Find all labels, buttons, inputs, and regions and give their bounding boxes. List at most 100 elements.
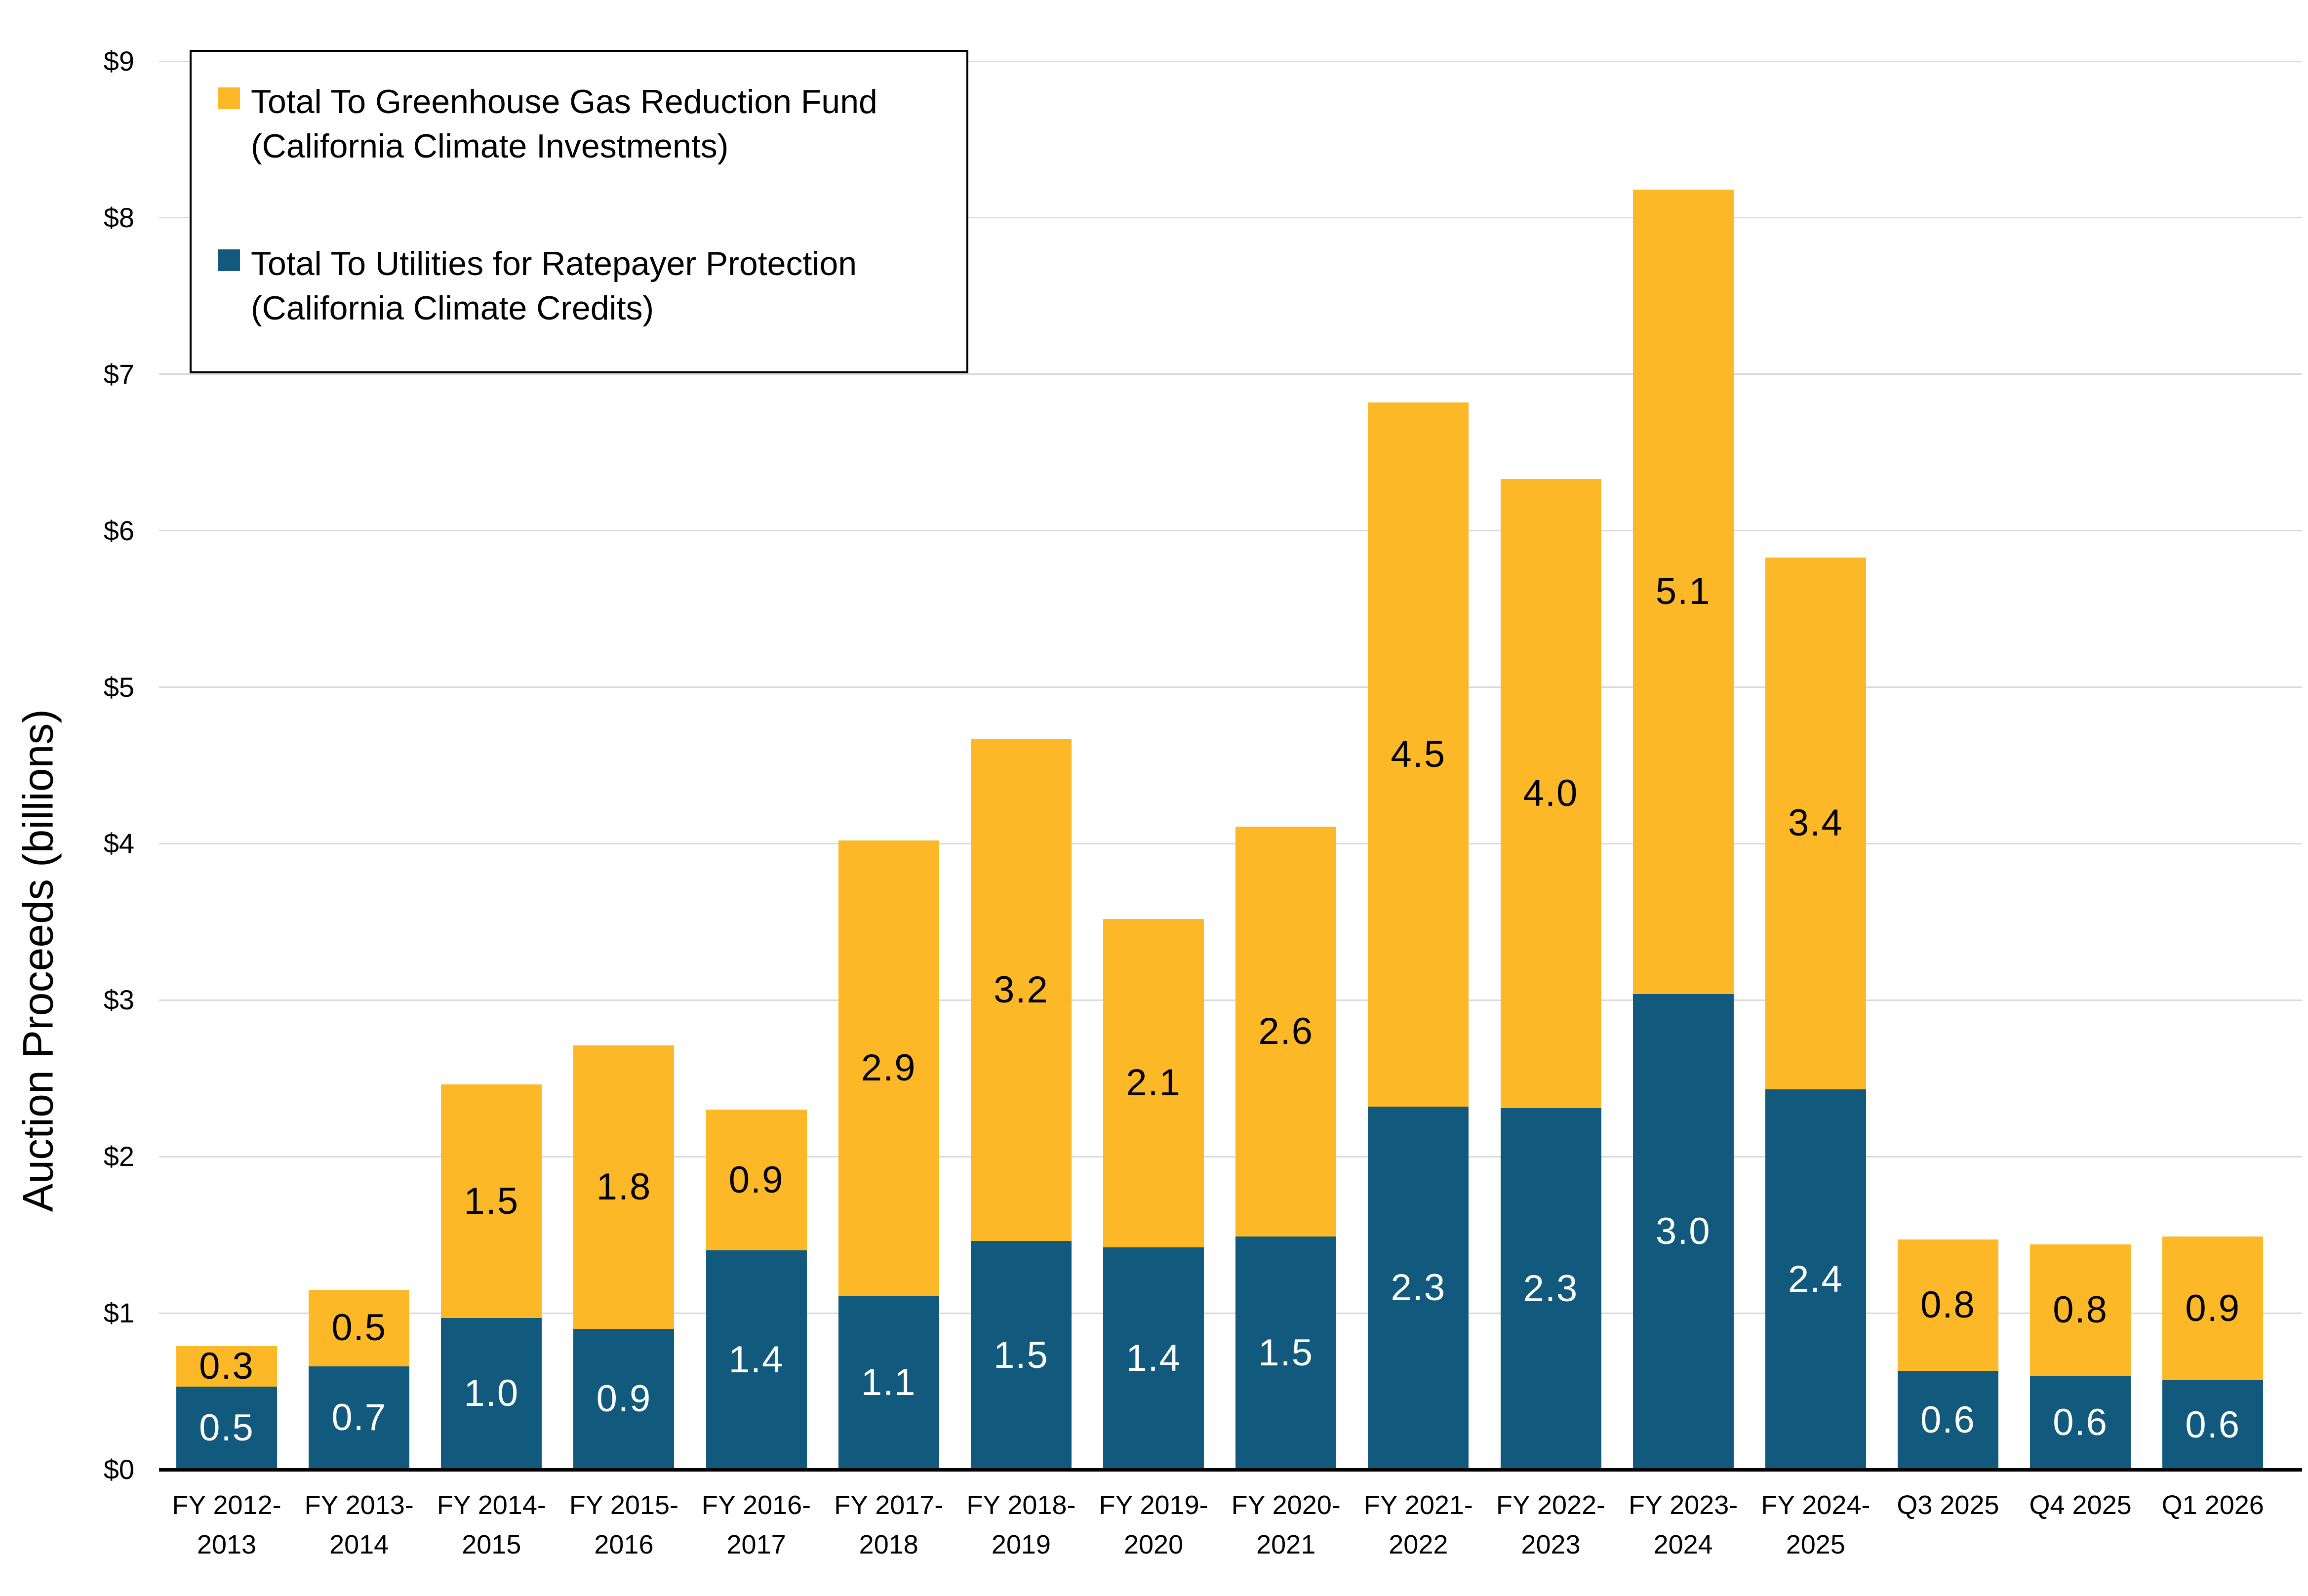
data-label-ggrf-fy-2012-2013: 0.3 [199,1345,254,1387]
plot-area: 0.5 0.3 0.7 0.5 1.0 1.5 0.9 1.8 1.4 0.9 1.1 2.9 1.5 3… [159,60,2302,1472]
data-label-ggrf-fy-2023-2024: 5.1 [1655,570,1711,613]
gridline-6 [159,530,2302,532]
segment-ggrf-fy-2019-2020: 2.1 [1103,918,1204,1248]
segment-utilities-q1-2026: 0.6 [2162,1380,2264,1470]
data-label-ggrf-fy-2020-2021: 2.6 [1258,1010,1314,1052]
segment-ggrf-fy-2023-2024: 5.1 [1632,189,1734,994]
x-axis-label-q3-2025: Q3 2025 [1874,1485,2022,1525]
bar-fy-2014-2015: 1.0 1.5 [441,61,542,1470]
segment-ggrf-q1-2026: 0.9 [2162,1236,2264,1381]
data-label-utilities-fy-2022-2023: 2.3 [1523,1268,1579,1310]
x-axis-label-fy-2015-2016: FY 2015- 2016 [550,1485,698,1564]
data-label-ggrf-fy-2024-2025: 3.4 [1788,802,1843,844]
segment-ggrf-fy-2013-2014: 0.5 [309,1289,410,1366]
segment-utilities-q4-2025: 0.6 [2030,1375,2131,1470]
data-label-utilities-q1-2026: 0.6 [2185,1403,2241,1446]
segment-utilities-fy-2020-2021: 1.5 [1235,1236,1337,1470]
legend-text-line-2: (California Climate Credits) [251,289,654,327]
segment-utilities-fy-2012-2013: 0.5 [176,1387,277,1470]
x-axis-label-fy-2024-2025: FY 2024- 2025 [1742,1485,1890,1564]
x-axis-label-line-1: Q4 2025 [2029,1490,2132,1520]
x-axis-label-line-1: FY 2021- [1363,1490,1473,1520]
x-axis-label-line-2: 2015 [462,1530,521,1559]
x-axis-label-line-1: FY 2016- [702,1490,811,1520]
x-axis-label-line-1: FY 2015- [569,1490,679,1520]
x-axis-label-fy-2013-2014: FY 2013- 2014 [285,1485,433,1564]
x-axis-label-fy-2022-2023: FY 2022- 2023 [1477,1485,1625,1564]
data-label-ggrf-fy-2017-2018: 2.9 [861,1047,916,1089]
x-axis-label-line-2: 2019 [991,1530,1051,1559]
data-label-ggrf-q4-2025: 0.8 [2053,1288,2108,1331]
data-label-utilities-fy-2017-2018: 1.1 [861,1361,916,1404]
segment-utilities-fy-2023-2024: 3.0 [1632,994,1734,1470]
x-axis-label-line-2: 2025 [1786,1530,1845,1559]
data-label-ggrf-q3-2025: 0.8 [1920,1284,1976,1326]
bar-fy-2022-2023: 2.3 4.0 [1500,61,1601,1470]
bar-fy-2012-2013: 0.5 0.3 [176,61,277,1470]
segment-utilities-fy-2017-2018: 1.1 [838,1296,939,1470]
data-label-utilities-fy-2014-2015: 1.0 [464,1372,519,1415]
legend-swatch-icon [218,87,240,109]
y-tick-label-4: $4 [103,828,134,859]
bar-fy-2013-2014: 0.7 0.5 [309,61,410,1470]
x-axis-label-fy-2023-2024: FY 2023- 2024 [1609,1485,1757,1564]
x-axis-label-fy-2014-2015: FY 2014- 2015 [417,1485,565,1564]
data-label-ggrf-fy-2016-2017: 0.9 [728,1158,784,1201]
data-label-utilities-fy-2023-2024: 3.0 [1655,1210,1711,1253]
x-axis-label-line-1: FY 2020- [1231,1490,1341,1520]
x-axis-label-line-2: 2014 [329,1530,389,1559]
y-tick-label-5: $5 [103,671,134,703]
legend-text-line-2: (California Climate Investments) [251,127,729,165]
x-axis-label-fy-2020-2021: FY 2020- 2021 [1212,1485,1360,1564]
segment-utilities-fy-2019-2020: 1.4 [1103,1247,1204,1470]
x-axis-label-fy-2017-2018: FY 2017- 2018 [815,1485,963,1564]
x-axis-label-line-1: Q3 2025 [1897,1490,1999,1520]
x-axis-label-line-2: 2024 [1653,1530,1713,1559]
x-axis-label-line-1: FY 2022- [1496,1490,1606,1520]
data-label-ggrf-q1-2026: 0.9 [2185,1287,2241,1329]
y-tick-label-2: $2 [103,1141,134,1172]
x-axis-label-line-1: FY 2012- [172,1490,281,1520]
x-axis-label-line-1: FY 2017- [834,1490,944,1520]
data-label-utilities-fy-2012-2013: 0.5 [199,1407,254,1449]
x-axis-label-q1-2026: Q1 2026 [2139,1485,2287,1525]
y-tick-label-8: $8 [103,201,134,233]
bar-fy-2015-2016: 0.9 1.8 [573,61,675,1470]
x-axis-label-line-2: 2017 [726,1530,786,1559]
segment-ggrf-q3-2025: 0.8 [1897,1239,1998,1371]
x-axis-label-line-1: FY 2013- [304,1490,414,1520]
data-label-utilities-fy-2013-2014: 0.7 [331,1396,387,1439]
gridline-3 [159,999,2302,1001]
x-axis-label-line-2: 2013 [197,1530,257,1559]
legend-text-line-1: Total To Utilities for Ratepayer Protect… [251,245,857,282]
x-axis-label-line-2: 2020 [1123,1530,1184,1559]
legend-text-line-1: Total To Greenhouse Gas Reduction Fund [251,83,877,120]
bar-q3-2025: 0.6 0.8 [1897,61,1998,1470]
data-label-utilities-q3-2025: 0.6 [1920,1399,1976,1441]
data-label-ggrf-fy-2013-2014: 0.5 [331,1307,387,1349]
segment-utilities-fy-2016-2017: 1.4 [706,1250,807,1470]
segment-ggrf-fy-2014-2015: 1.5 [441,1084,542,1318]
bar-fy-2024-2025: 2.4 3.4 [1765,61,1866,1470]
legend-item-text: Total To Utilities for Ratepayer Protect… [251,241,857,330]
y-tick-label-9: $9 [103,45,134,77]
data-label-ggrf-fy-2019-2020: 2.1 [1126,1062,1181,1104]
bar-fy-2020-2021: 1.5 2.6 [1235,61,1337,1470]
gridline-5 [159,686,2302,688]
bar-fy-2017-2018: 1.1 2.9 [838,61,939,1470]
segment-utilities-fy-2013-2014: 0.7 [309,1366,410,1470]
bar-fy-2023-2024: 3.0 5.1 [1632,61,1734,1470]
x-axis-label-line-2: 2016 [594,1530,654,1559]
data-label-utilities-q4-2025: 0.6 [2053,1401,2108,1443]
segment-utilities-fy-2015-2016: 0.9 [573,1328,675,1470]
segment-utilities-q3-2025: 0.6 [1897,1371,1998,1470]
data-label-utilities-fy-2020-2021: 1.5 [1258,1331,1314,1374]
x-axis-label-line-1: FY 2018- [966,1490,1076,1520]
legend-item-ggrf: Total To Greenhouse Gas Reduction Fund (C… [218,80,949,168]
x-axis-label-line-2: 2021 [1256,1530,1316,1559]
data-label-ggrf-fy-2022-2023: 4.0 [1523,772,1579,815]
segment-utilities-fy-2021-2022: 2.3 [1368,1106,1469,1470]
gridline-4 [159,842,2302,844]
y-tick-label-0: $0 [103,1454,134,1485]
